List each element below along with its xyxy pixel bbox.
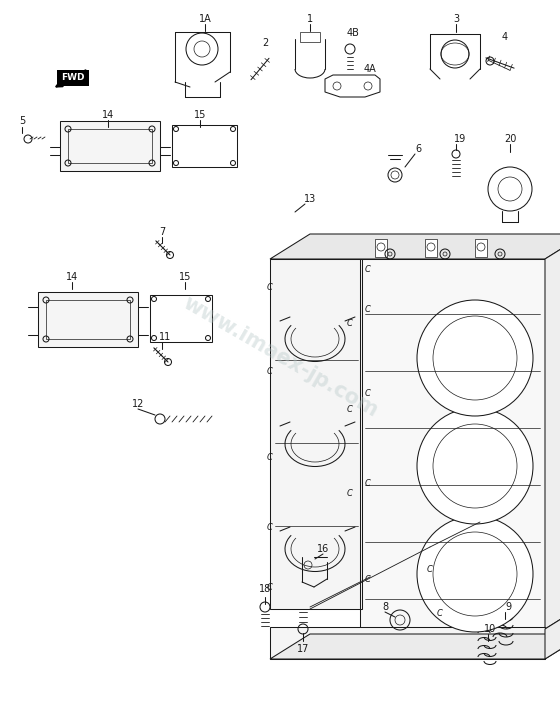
Text: 10: 10 <box>484 624 496 634</box>
Bar <box>46 300 130 339</box>
Text: C: C <box>347 404 353 414</box>
Text: 6: 6 <box>415 144 421 154</box>
Bar <box>270 259 362 609</box>
Text: C: C <box>347 320 353 328</box>
Text: C: C <box>267 282 273 292</box>
Bar <box>375 239 387 257</box>
Text: 4A: 4A <box>363 64 376 74</box>
Text: FWD: FWD <box>61 74 85 82</box>
Text: 20: 20 <box>504 134 516 144</box>
Text: C: C <box>427 564 433 574</box>
Text: 3: 3 <box>453 14 459 24</box>
Text: 19: 19 <box>454 134 466 144</box>
Text: C: C <box>267 582 273 592</box>
Text: C: C <box>437 609 443 619</box>
Bar <box>38 292 138 347</box>
Text: 5: 5 <box>19 116 25 126</box>
FancyBboxPatch shape <box>57 70 89 86</box>
Text: C: C <box>365 389 371 399</box>
Bar <box>425 239 437 257</box>
Text: 9: 9 <box>505 602 511 612</box>
Bar <box>475 239 487 257</box>
Bar <box>300 32 320 42</box>
Bar <box>150 295 212 342</box>
Text: 15: 15 <box>194 110 206 120</box>
Text: 4: 4 <box>502 32 508 42</box>
Text: 17: 17 <box>297 644 309 654</box>
Text: 11: 11 <box>159 332 171 342</box>
Bar <box>172 125 237 167</box>
Text: 1A: 1A <box>199 14 211 24</box>
Text: 14: 14 <box>102 110 114 120</box>
Text: 14: 14 <box>66 272 78 282</box>
Text: 15: 15 <box>179 272 191 282</box>
Text: C: C <box>267 452 273 462</box>
Text: C: C <box>347 490 353 498</box>
Polygon shape <box>270 234 560 259</box>
Text: C: C <box>365 480 371 488</box>
Text: 7: 7 <box>159 227 165 237</box>
Text: 18: 18 <box>259 584 271 594</box>
Circle shape <box>417 516 533 632</box>
Bar <box>360 259 545 629</box>
Circle shape <box>417 300 533 416</box>
Text: 8: 8 <box>382 602 388 612</box>
Polygon shape <box>270 634 560 659</box>
Text: 13: 13 <box>304 194 316 204</box>
Bar <box>270 627 545 659</box>
Text: www.imaex-jp.com: www.imaex-jp.com <box>179 293 381 421</box>
Text: C: C <box>267 523 273 531</box>
Polygon shape <box>545 604 560 659</box>
Text: 1: 1 <box>307 14 313 24</box>
Text: C: C <box>365 305 371 313</box>
Polygon shape <box>545 234 560 629</box>
Text: C: C <box>365 574 371 584</box>
Circle shape <box>417 408 533 524</box>
Text: 2: 2 <box>262 38 268 48</box>
Text: 16: 16 <box>317 544 329 554</box>
Text: 12: 12 <box>132 399 144 409</box>
Text: 4B: 4B <box>347 28 360 38</box>
Text: C: C <box>267 368 273 376</box>
Text: C: C <box>365 265 371 273</box>
Bar <box>68 129 152 163</box>
Bar <box>60 121 160 171</box>
